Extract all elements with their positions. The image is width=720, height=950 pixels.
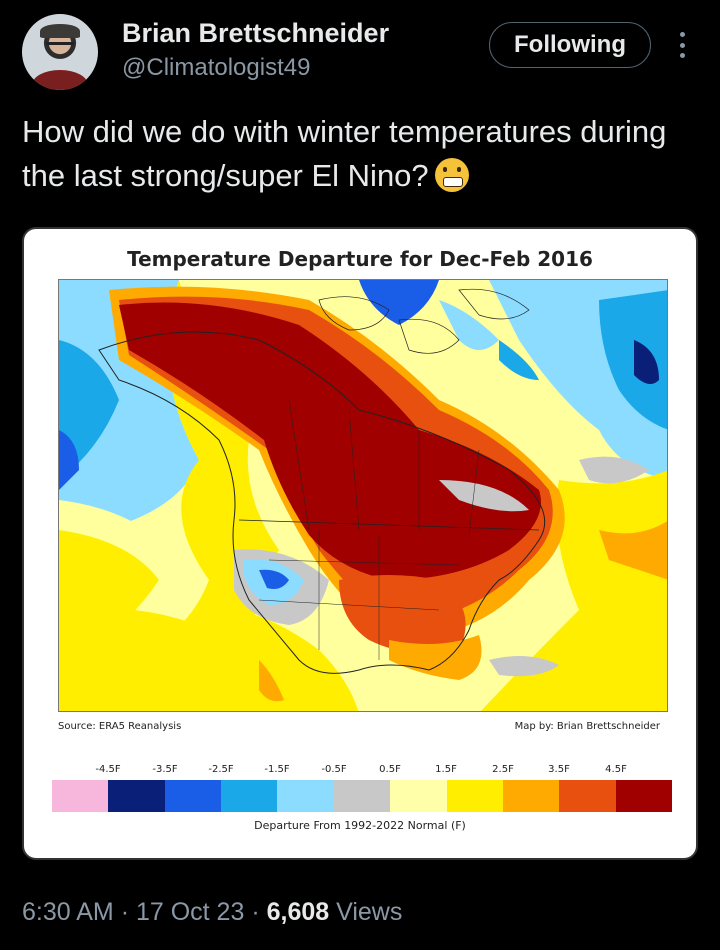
legend-swatch bbox=[333, 780, 391, 812]
tweet-header: Brian Brettschneider @Climatologist49 Fo… bbox=[22, 12, 702, 92]
avatar-hat bbox=[40, 24, 80, 38]
more-options-icon[interactable] bbox=[672, 28, 692, 62]
legend-swatch bbox=[615, 780, 672, 812]
avatar-glasses bbox=[46, 42, 74, 48]
tweet-text: How did we do with winter temperatures d… bbox=[22, 110, 692, 198]
following-button[interactable]: Following bbox=[489, 22, 651, 68]
meta-separator: · bbox=[120, 898, 136, 926]
legend-swatch bbox=[108, 780, 165, 812]
legend-tick: -3.5F bbox=[152, 764, 178, 775]
author-handle[interactable]: @Climatologist49 bbox=[122, 54, 311, 81]
avatar-shirt bbox=[32, 70, 88, 90]
avatar[interactable] bbox=[22, 14, 98, 90]
map-title: Temperature Departure for Dec-Feb 2016 bbox=[127, 247, 593, 271]
meta-separator: · bbox=[251, 898, 267, 926]
legend-tick: -0.5F bbox=[321, 764, 347, 775]
legend-tick: -4.5F bbox=[95, 764, 121, 775]
legend-swatch bbox=[164, 780, 222, 812]
legend-colorbar bbox=[52, 780, 672, 812]
legend-tick: 0.5F bbox=[379, 764, 401, 775]
temperature-departure-map bbox=[58, 279, 668, 712]
map-source: Source: ERA5 Reanalysis bbox=[58, 721, 182, 732]
legend-swatch bbox=[277, 780, 334, 812]
legend-swatch bbox=[390, 780, 447, 812]
legend-label: Departure From 1992-2022 Normal (F) bbox=[254, 819, 466, 832]
author-name[interactable]: Brian Brettschneider bbox=[122, 18, 390, 48]
legend-tick: 1.5F bbox=[435, 764, 457, 775]
tweet-time[interactable]: 6:30 AM bbox=[22, 898, 114, 926]
legend-swatch bbox=[502, 780, 560, 812]
legend-swatch bbox=[52, 780, 109, 812]
legend-tick: -2.5F bbox=[208, 764, 234, 775]
map-credit: Map by: Brian Brettschneider bbox=[514, 721, 660, 732]
legend-tick: 3.5F bbox=[548, 764, 570, 775]
legend-swatch bbox=[221, 780, 278, 812]
legend-swatch bbox=[559, 780, 616, 812]
legend-tick: -1.5F bbox=[264, 764, 290, 775]
grimacing-face-icon bbox=[434, 158, 469, 192]
views-count: 6,608 bbox=[266, 898, 330, 926]
tweet-date[interactable]: 17 Oct 23 bbox=[135, 898, 245, 926]
tweet-body: How did we do with winter temperatures d… bbox=[22, 114, 667, 193]
legend-tick: 4.5F bbox=[605, 764, 627, 775]
tweet-meta: 6:30 AM · 17 Oct 23 · 6,608 Views bbox=[22, 898, 402, 927]
legend-ticks: -4.5F -3.5F -2.5F -1.5F -0.5F 0.5F 1.5F … bbox=[52, 764, 672, 778]
views-label: Views bbox=[336, 898, 403, 926]
map-graphic bbox=[59, 280, 667, 711]
legend-tick: 2.5F bbox=[492, 764, 514, 775]
legend-swatch bbox=[446, 780, 503, 812]
media-image[interactable]: Temperature Departure for Dec-Feb 2016 bbox=[22, 227, 698, 860]
